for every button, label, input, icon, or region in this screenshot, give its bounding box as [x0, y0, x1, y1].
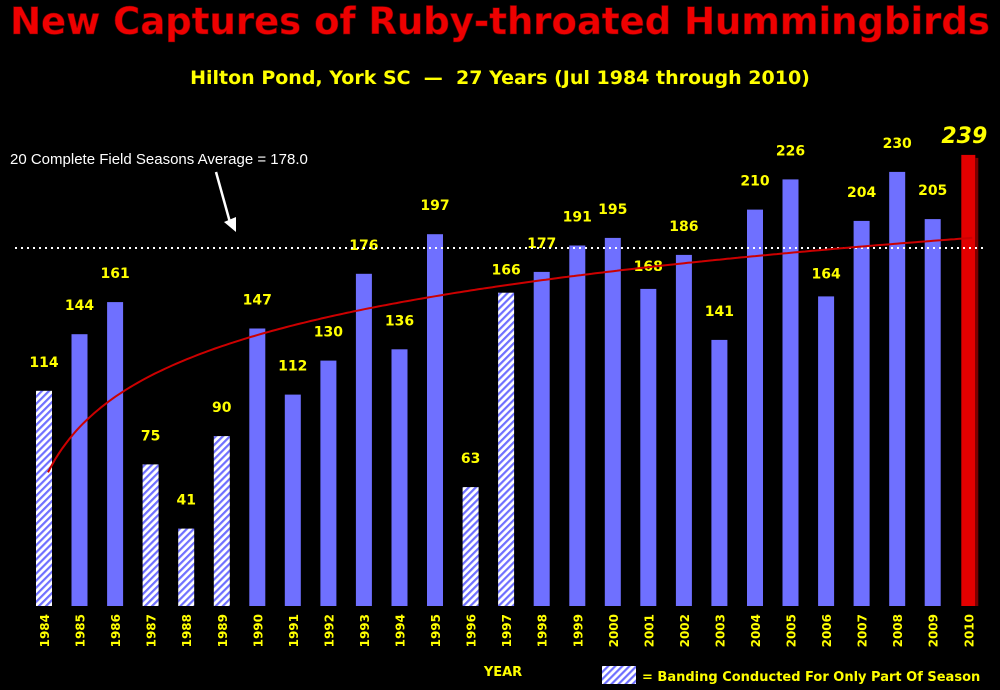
bar-2007 — [853, 220, 870, 606]
bar-2008 — [889, 171, 906, 606]
bar-1994 — [391, 349, 408, 606]
bar-1988 — [178, 528, 195, 606]
value-label-1985: 144 — [65, 298, 94, 314]
value-label-1988: 41 — [176, 493, 195, 509]
bar-1985 — [71, 334, 88, 606]
bar-2010 — [961, 154, 976, 606]
bar-2005 — [782, 179, 799, 606]
bar-1997 — [498, 292, 515, 606]
x-tick-2009: 2009 — [927, 614, 941, 647]
x-tick-1998: 1998 — [536, 614, 550, 647]
bar-1992 — [320, 360, 337, 606]
value-label-1987: 75 — [141, 428, 160, 444]
bar-1995 — [427, 234, 443, 606]
x-tick-2000: 2000 — [607, 614, 621, 647]
x-tick-1989: 1989 — [216, 614, 230, 647]
value-label-2006: 164 — [811, 266, 840, 282]
x-tick-1987: 1987 — [145, 614, 159, 647]
average-label: 20 Complete Field Seasons Average = 178.… — [10, 151, 308, 168]
x-tick-2003: 2003 — [713, 614, 727, 647]
value-label-1990: 147 — [243, 293, 272, 309]
value-label-1997: 166 — [491, 263, 520, 279]
x-tick-1988: 1988 — [180, 614, 194, 647]
value-label-1984: 114 — [29, 355, 58, 371]
average-arrow — [214, 171, 236, 232]
x-tick-2001: 2001 — [642, 614, 656, 647]
value-label-2008: 230 — [883, 136, 912, 152]
value-label-2003: 141 — [705, 304, 734, 320]
value-label-1996: 63 — [461, 451, 480, 467]
legend-swatch — [602, 666, 636, 684]
chart-title: New Captures of Ruby-throated Hummingbir… — [10, 0, 990, 43]
bar-2001 — [640, 288, 657, 606]
bar-1991 — [284, 394, 301, 606]
value-label-2010: 239 — [941, 124, 987, 149]
value-label-1993: 176 — [349, 238, 378, 254]
x-tick-1990: 1990 — [251, 614, 265, 647]
x-tick-1993: 1993 — [358, 614, 372, 647]
bar-1986 — [107, 302, 124, 606]
x-tick-1996: 1996 — [465, 614, 479, 647]
value-label-2002: 186 — [669, 219, 698, 235]
bar-2004 — [747, 209, 763, 606]
x-tick-2004: 2004 — [749, 614, 763, 647]
value-label-1989: 90 — [212, 400, 232, 416]
value-label-1994: 136 — [385, 313, 414, 329]
x-tick-1984: 1984 — [38, 614, 52, 647]
bar-2002 — [675, 254, 692, 606]
x-tick-2006: 2006 — [820, 614, 834, 647]
bar-1990 — [249, 328, 266, 606]
value-label-1986: 161 — [100, 266, 129, 282]
bar-1998 — [533, 271, 550, 606]
x-tick-1985: 1985 — [74, 614, 88, 647]
value-label-1995: 197 — [420, 198, 449, 214]
value-label-1998: 177 — [527, 236, 556, 252]
chart-subtitle: Hilton Pond, York SC — 27 Years (Jul 198… — [190, 67, 810, 89]
value-label-2004: 210 — [740, 174, 769, 190]
x-tick-2002: 2002 — [678, 614, 692, 647]
x-tick-1986: 1986 — [109, 614, 123, 647]
bar-2009 — [924, 219, 941, 606]
bar-1984 — [36, 390, 52, 606]
bar-2000 — [604, 237, 621, 606]
bar-2003 — [711, 339, 728, 606]
value-label-1991: 112 — [278, 359, 307, 375]
x-tick-1999: 1999 — [571, 614, 585, 647]
value-label-2000: 195 — [598, 202, 627, 218]
value-label-1999: 191 — [563, 210, 592, 226]
bars-group — [36, 154, 979, 606]
legend-label: = Banding Conducted For Only Part Of Sea… — [642, 670, 980, 685]
x-tick-2008: 2008 — [891, 614, 905, 647]
x-tick-2007: 2007 — [856, 614, 870, 647]
x-tick-1997: 1997 — [500, 614, 514, 647]
value-label-2005: 226 — [776, 143, 805, 159]
x-tick-1992: 1992 — [322, 614, 336, 647]
bar-1987 — [142, 464, 159, 606]
bar-2006 — [818, 296, 835, 606]
x-tick-2010: 2010 — [962, 614, 976, 647]
x-axis-label: YEAR — [483, 665, 522, 680]
bar-1993 — [355, 273, 372, 606]
x-tick-1995: 1995 — [429, 614, 443, 647]
value-label-2009: 205 — [918, 183, 947, 199]
x-tick-2005: 2005 — [785, 614, 799, 647]
value-label-2007: 204 — [847, 185, 876, 201]
trend-line — [47, 236, 973, 473]
x-tick-labels-group: 1984 1985 1986 1987 1988 1989 1990 1991 1992 1993… — [38, 614, 976, 647]
bar-1996 — [462, 487, 479, 606]
bar-1999 — [569, 245, 586, 606]
x-tick-1994: 1994 — [394, 614, 408, 647]
x-tick-1991: 1991 — [287, 614, 301, 647]
bar-shadow-2010 — [975, 157, 979, 606]
value-labels-group: 114 144 161 75 41 90 147 112 130 176 136 197 63 166 17… — [29, 124, 987, 509]
bar-1989 — [213, 436, 230, 606]
value-label-1992: 130 — [314, 325, 343, 341]
